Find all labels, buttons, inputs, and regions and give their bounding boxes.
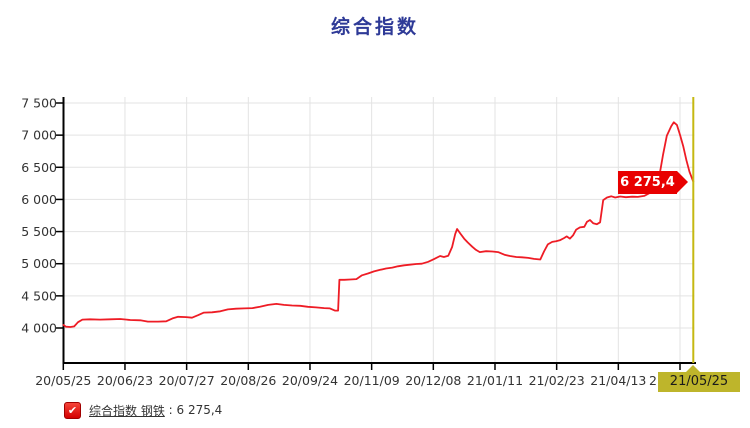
- x-tick-label: 20/08/26: [220, 373, 276, 388]
- x-tick-label: 20/12/08: [405, 373, 461, 388]
- x-tick-label: 20/07/27: [159, 373, 215, 388]
- legend-checkbox[interactable]: ✔: [64, 401, 81, 419]
- y-tick-label: 7 000: [21, 128, 57, 143]
- series-line: [62, 121, 695, 328]
- cursor-date-label: 21/05/25: [658, 365, 740, 392]
- x-tick-label-partial: 2: [649, 373, 657, 388]
- x-tick-label: 21/04/13: [590, 373, 646, 388]
- x-tick-label: 21/02/23: [529, 373, 585, 388]
- badge-arrow-icon: [677, 171, 688, 193]
- x-tick-label: 20/05/25: [35, 373, 91, 388]
- x-tick-label: 21/01/11: [467, 373, 523, 388]
- page-title: 综合指数: [330, 16, 419, 38]
- last-value-badge: 6 275,4: [618, 171, 688, 194]
- y-tick-label: 6 500: [21, 160, 57, 175]
- y-tick-label: 4 000: [21, 321, 57, 336]
- cursor-date-text: 21/05/25: [669, 374, 729, 389]
- axes: [62, 97, 696, 364]
- cursor-pointer-icon: [686, 365, 700, 372]
- y-tick-label: 7 500: [21, 96, 57, 111]
- x-tick-label: 20/11/09: [344, 373, 400, 388]
- y-tick-label: 4 500: [21, 288, 57, 303]
- y-tick-label: 5 500: [21, 224, 57, 239]
- legend: ✔ 综合指数 钢铁 : 6 275,4: [64, 401, 222, 419]
- legend-series-value: 6 275,4: [176, 403, 223, 417]
- x-tick-label: 20/06/23: [97, 373, 153, 388]
- legend-separator: :: [164, 403, 177, 417]
- legend-series-link[interactable]: 综合指数 钢铁: [89, 403, 165, 418]
- last-value-badge-text: 6 275,4: [620, 175, 675, 190]
- x-tick-label: 20/09/24: [282, 373, 338, 388]
- y-tick-label: 6 000: [21, 192, 57, 207]
- y-tick-label: 5 000: [21, 256, 57, 271]
